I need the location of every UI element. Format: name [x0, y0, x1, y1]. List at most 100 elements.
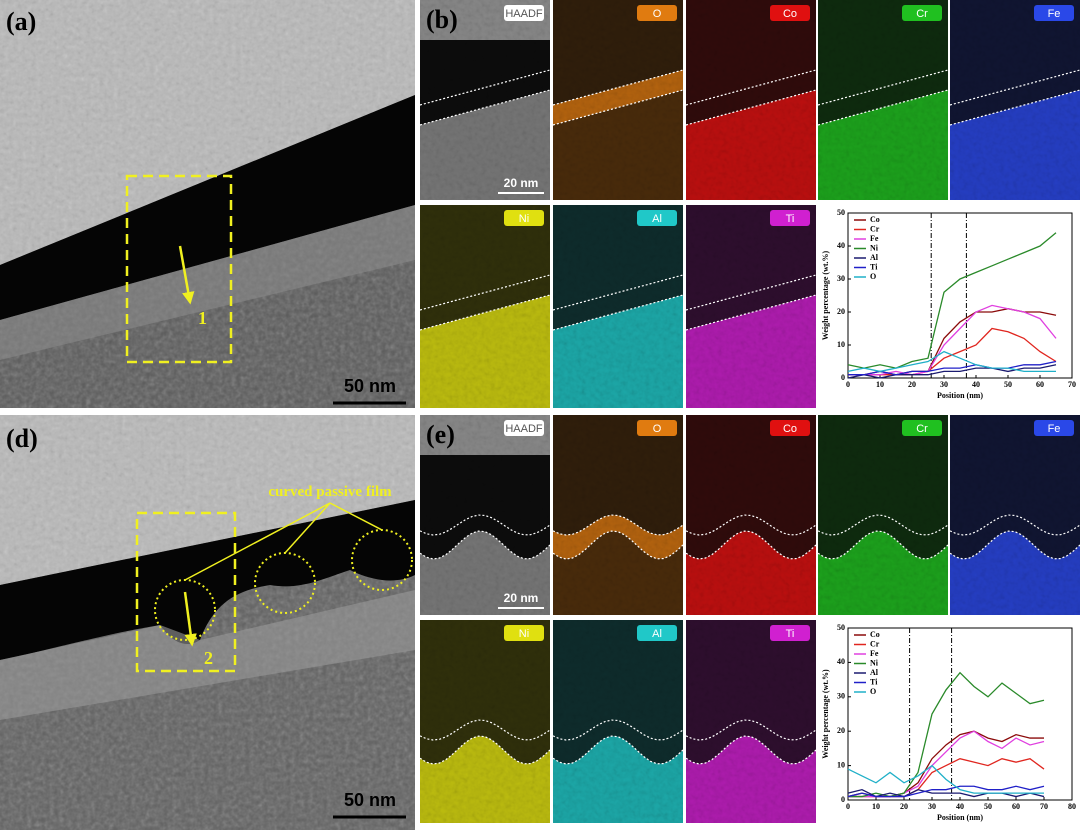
data-line — [848, 360, 1057, 376]
map-label-box — [1034, 420, 1074, 436]
map-label-box — [770, 420, 810, 436]
boundary-line — [419, 294, 551, 331]
map-grain — [420, 0, 550, 200]
y-tick-label: 40 — [837, 657, 845, 666]
data-line — [847, 788, 1045, 798]
map-label-box — [902, 5, 942, 21]
map-label: Al — [652, 628, 662, 640]
element-map: Co — [685, 415, 817, 615]
legend-label: Ti — [870, 262, 878, 271]
boundary-line — [552, 69, 684, 106]
map-label: O — [653, 8, 662, 20]
boundary-line — [419, 274, 551, 311]
map-label: Al — [652, 213, 662, 225]
map-label-box — [504, 420, 544, 436]
x-tick-label: 30 — [940, 380, 948, 389]
legend-label: Fe — [870, 234, 879, 243]
map-grain — [818, 415, 948, 615]
boundary-line — [685, 69, 817, 106]
map-label: Fe — [1048, 8, 1061, 20]
map-label-box — [504, 5, 544, 21]
element-map: Ni — [419, 205, 551, 408]
tem-image-a — [0, 0, 415, 408]
scale-bar-label: 50 nm — [344, 790, 396, 810]
boundary-line — [817, 69, 949, 106]
x-tick-label: 30 — [928, 802, 936, 811]
legend-label: Ti — [870, 677, 878, 686]
element-map: Co — [685, 0, 817, 200]
map-label-box — [770, 5, 810, 21]
element-map: Al — [552, 205, 684, 408]
scale-bar-label: 20 nm — [504, 176, 539, 190]
map-label-box — [504, 210, 544, 226]
map-grain — [420, 415, 550, 615]
boundary-line — [949, 69, 1080, 106]
legend-label: Co — [870, 630, 880, 639]
x-tick-label: 40 — [956, 802, 964, 811]
map-label-box — [637, 420, 677, 436]
legend-label: O — [870, 272, 876, 281]
y-axis-label: Weight percentage (wt.%) — [821, 250, 830, 340]
boundary-line — [685, 89, 817, 126]
boundary-line — [419, 69, 551, 106]
x-tick-label: 60 — [1012, 802, 1020, 811]
y-tick-label: 20 — [837, 726, 845, 735]
map-label-box — [1034, 5, 1074, 21]
map-grain — [420, 620, 550, 823]
legend-label: Co — [870, 215, 880, 224]
x-axis-label: Position (nm) — [937, 813, 983, 822]
map-label: Cr — [916, 8, 928, 20]
element-map: O — [552, 0, 684, 200]
x-tick-label: 50 — [984, 802, 992, 811]
map-grain — [686, 0, 816, 200]
y-tick-label: 10 — [837, 340, 845, 349]
element-map: Ti — [685, 205, 817, 408]
x-tick-label: 70 — [1068, 380, 1076, 389]
map-grain — [553, 415, 683, 615]
x-tick-label: 0 — [846, 802, 850, 811]
y-tick-label: 20 — [837, 307, 845, 316]
map-label-box — [902, 420, 942, 436]
x-tick-label: 0 — [846, 380, 850, 389]
boundary-line — [949, 89, 1080, 126]
element-map: Cr — [817, 415, 949, 615]
data-line — [848, 671, 1045, 798]
x-tick-label: 20 — [900, 802, 908, 811]
y-tick-label: 50 — [837, 208, 845, 217]
marker-label: 1 — [198, 308, 207, 328]
map-label: HAADF — [505, 423, 543, 435]
y-tick-label: 30 — [837, 274, 845, 283]
y-tick-label: 30 — [837, 692, 845, 701]
map-label: Co — [783, 423, 797, 435]
plot-frame — [847, 212, 1073, 379]
data-line — [847, 364, 1057, 379]
legend-label: Ni — [870, 243, 879, 252]
map-label: Ni — [519, 213, 529, 225]
legend-label: O — [870, 687, 876, 696]
map-grain — [553, 0, 683, 200]
y-tick-label: 0 — [841, 373, 845, 382]
element-map: Fe — [949, 0, 1080, 200]
map-label-box — [637, 625, 677, 641]
data-line — [847, 232, 1057, 369]
boundary-line — [552, 294, 684, 331]
element-map: Al — [552, 620, 684, 823]
boundary-line — [552, 89, 684, 126]
legend-label: Al — [870, 668, 879, 677]
data-line — [847, 785, 1045, 798]
map-grain — [553, 205, 683, 408]
element-map: O — [552, 415, 684, 615]
panel-label: (d) — [6, 424, 38, 453]
data-line — [847, 350, 1056, 373]
map-label: Cr — [916, 423, 928, 435]
map-label: Co — [783, 8, 797, 20]
map-grain — [686, 205, 816, 408]
map-label: Ni — [519, 628, 529, 640]
element-map: Ti — [685, 620, 817, 823]
element-map: Ni — [419, 620, 551, 823]
element-map: HAADF 20 nm (e) — [419, 415, 551, 615]
data-line — [848, 304, 1057, 376]
boundary-line — [419, 89, 551, 126]
boundary-line — [552, 274, 684, 311]
map-grain — [950, 0, 1080, 200]
